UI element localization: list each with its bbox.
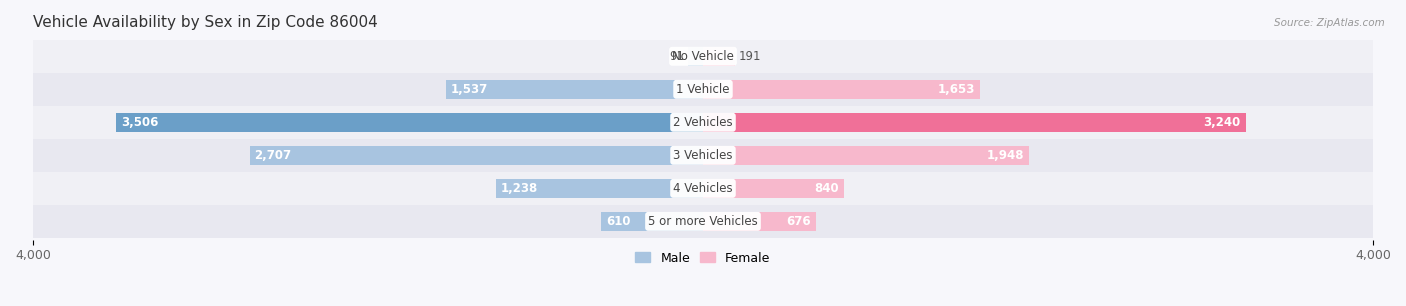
Bar bbox=[32, 106, 1374, 139]
Text: Source: ZipAtlas.com: Source: ZipAtlas.com bbox=[1274, 18, 1385, 28]
Bar bbox=[600, 212, 703, 231]
Text: 676: 676 bbox=[786, 215, 811, 228]
Bar bbox=[688, 47, 703, 66]
Bar bbox=[703, 179, 844, 198]
Bar bbox=[32, 40, 1374, 73]
Text: 1,653: 1,653 bbox=[938, 83, 974, 96]
Bar bbox=[703, 113, 1246, 132]
Text: 3,240: 3,240 bbox=[1204, 116, 1240, 129]
Text: 4 Vehicles: 4 Vehicles bbox=[673, 182, 733, 195]
Text: 2,707: 2,707 bbox=[254, 149, 291, 162]
Bar bbox=[32, 172, 1374, 205]
Text: 1,948: 1,948 bbox=[987, 149, 1025, 162]
Bar bbox=[115, 113, 703, 132]
Bar bbox=[703, 212, 817, 231]
Text: 840: 840 bbox=[814, 182, 839, 195]
Text: 91: 91 bbox=[669, 50, 685, 63]
Bar bbox=[32, 139, 1374, 172]
Bar bbox=[703, 80, 980, 99]
Text: 1,238: 1,238 bbox=[501, 182, 538, 195]
Text: 2 Vehicles: 2 Vehicles bbox=[673, 116, 733, 129]
Bar bbox=[446, 80, 703, 99]
Bar bbox=[249, 146, 703, 165]
Text: 1,537: 1,537 bbox=[450, 83, 488, 96]
Text: 3,506: 3,506 bbox=[121, 116, 157, 129]
Bar bbox=[496, 179, 703, 198]
Bar bbox=[703, 47, 735, 66]
Bar bbox=[703, 146, 1029, 165]
Bar bbox=[32, 73, 1374, 106]
Text: Vehicle Availability by Sex in Zip Code 86004: Vehicle Availability by Sex in Zip Code … bbox=[32, 15, 378, 30]
Bar bbox=[32, 205, 1374, 238]
Legend: Male, Female: Male, Female bbox=[630, 247, 776, 270]
Text: 610: 610 bbox=[606, 215, 630, 228]
Text: 191: 191 bbox=[738, 50, 761, 63]
Text: 1 Vehicle: 1 Vehicle bbox=[676, 83, 730, 96]
Text: 5 or more Vehicles: 5 or more Vehicles bbox=[648, 215, 758, 228]
Text: No Vehicle: No Vehicle bbox=[672, 50, 734, 63]
Text: 3 Vehicles: 3 Vehicles bbox=[673, 149, 733, 162]
